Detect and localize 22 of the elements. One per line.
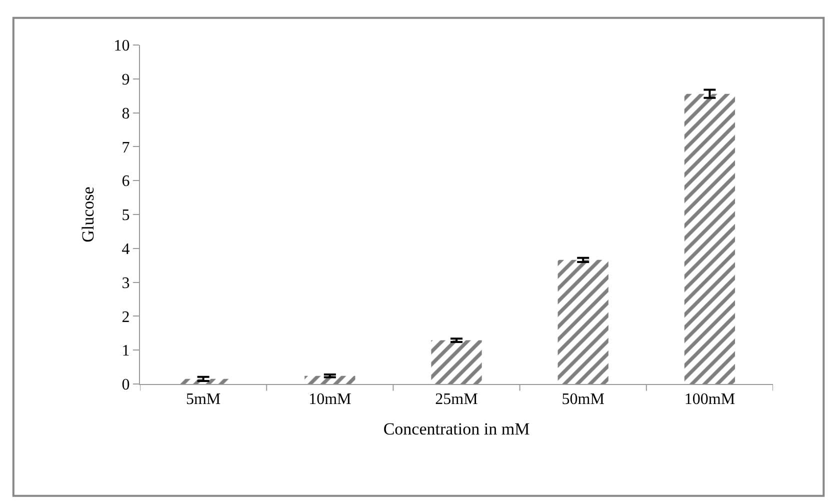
y-tick-label: 0 bbox=[122, 376, 130, 394]
y-axis-title: Glucose bbox=[78, 186, 98, 242]
y-tick-label: 6 bbox=[122, 173, 130, 190]
x-tick-label: 25mM bbox=[435, 391, 478, 408]
y-tick-label: 4 bbox=[122, 241, 130, 258]
y-tick-label: 8 bbox=[122, 105, 130, 122]
y-tick-label: 5 bbox=[122, 207, 130, 224]
bar bbox=[684, 94, 736, 384]
x-tick-label: 10mM bbox=[308, 391, 352, 408]
y-tick-label: 2 bbox=[122, 308, 130, 326]
y-tick-label: 7 bbox=[122, 139, 130, 156]
bar bbox=[431, 340, 482, 384]
y-tick-label: 9 bbox=[122, 72, 130, 88]
bar bbox=[304, 376, 356, 384]
y-tick-label: 3 bbox=[122, 274, 130, 292]
x-axis-title: Concentration in mM bbox=[383, 420, 530, 439]
x-tick-label: 100mM bbox=[684, 391, 736, 408]
bar bbox=[558, 260, 608, 384]
x-tick-label: 5mM bbox=[186, 391, 221, 408]
y-tick-label: 1 bbox=[122, 342, 130, 360]
y-tick-label: 10 bbox=[114, 38, 130, 55]
x-tick-label: 50mM bbox=[562, 391, 604, 408]
